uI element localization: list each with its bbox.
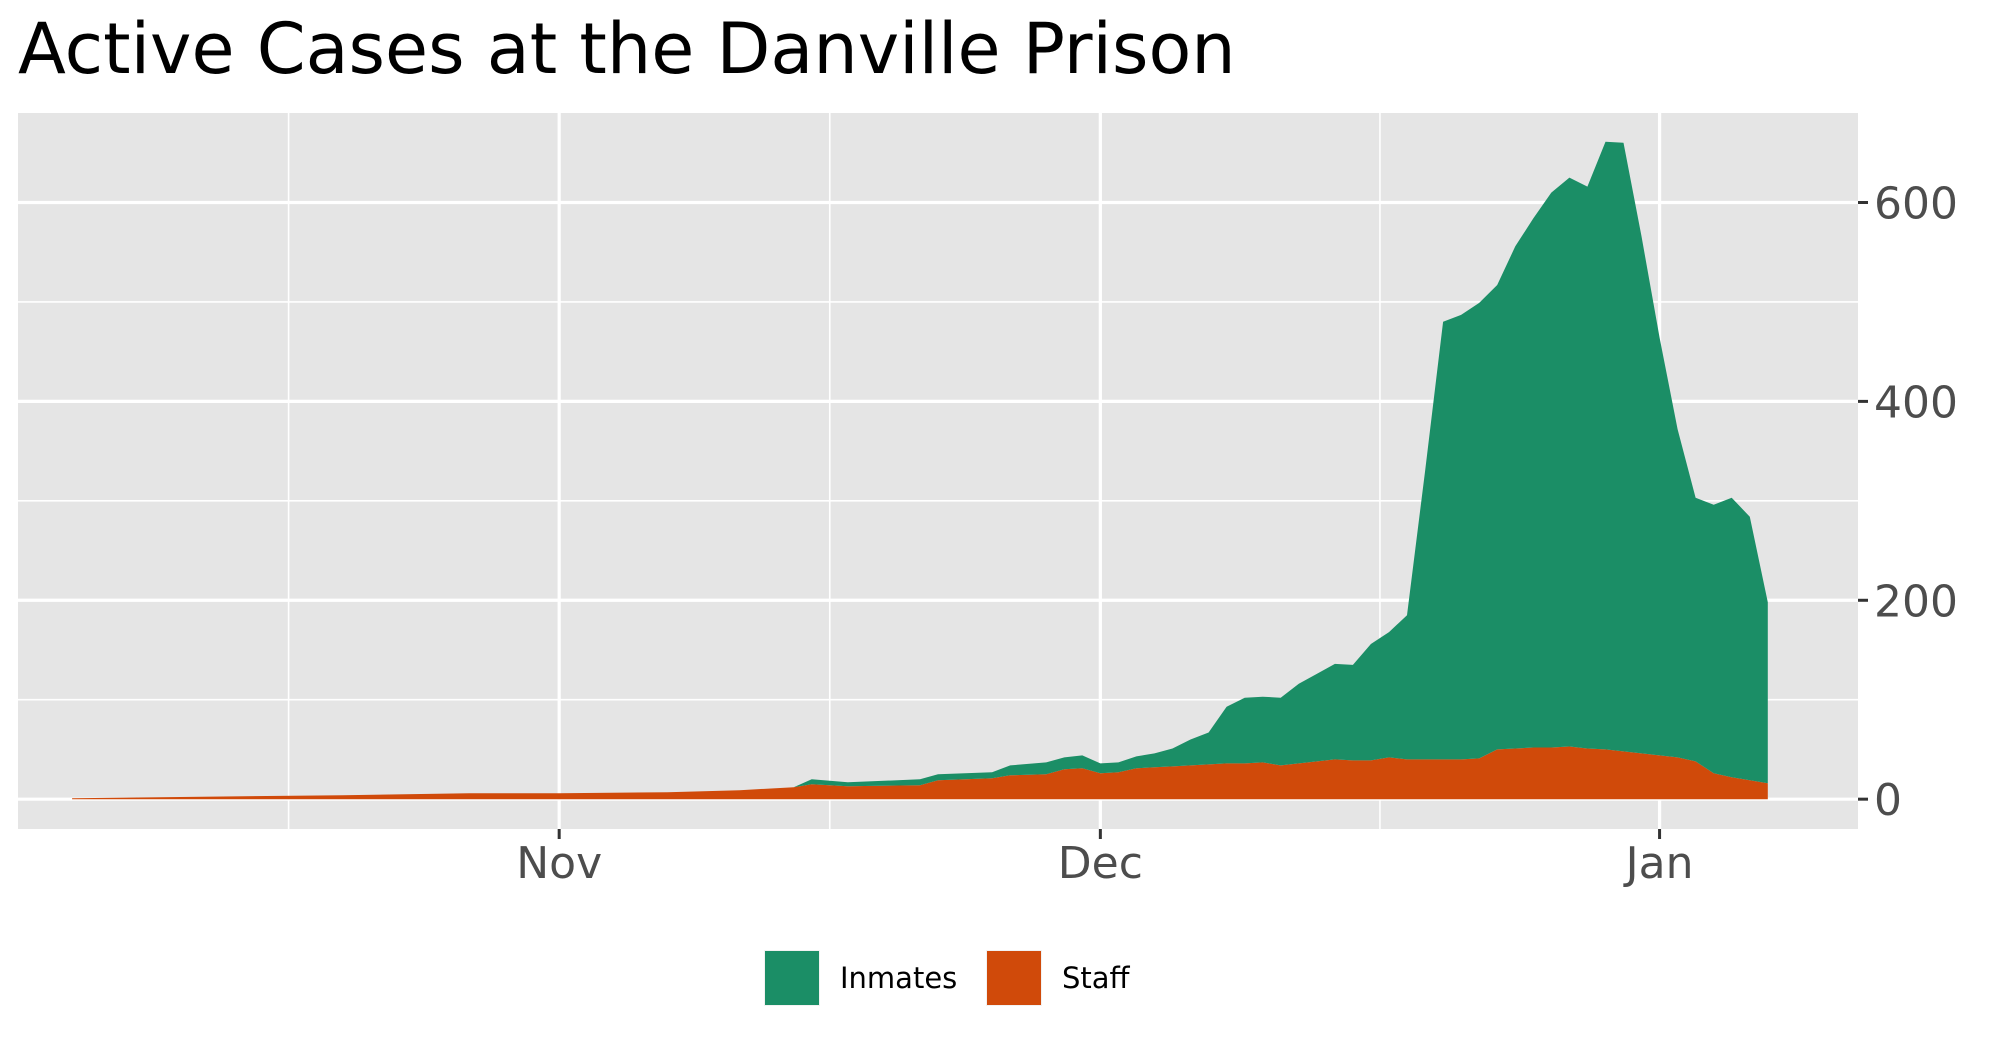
chart-title: Active Cases at the Danville Prison [18,8,1236,90]
y-axis: 0 200 400 600 [1858,179,1958,826]
legend-swatch-inmates [765,951,819,1005]
x-tick-label: Jan [1623,838,1694,889]
legend-label-staff: Staff [1062,961,1131,995]
area-series [72,141,1768,800]
legend-swatch-staff [987,951,1041,1005]
x-tick-label: Dec [1058,838,1143,889]
y-tick-label: 400 [1874,377,1958,428]
area-inmates [72,141,1768,799]
y-tick-label: 0 [1874,775,1902,826]
legend: Inmates Staff [764,950,1131,1006]
legend-label-inmates: Inmates [840,961,957,995]
y-tick-label: 600 [1874,179,1958,230]
area-staff [72,746,1768,800]
x-axis: Nov Dec Jan [516,829,1693,889]
y-tick-label: 200 [1874,576,1958,627]
x-tick-label: Nov [516,838,602,889]
